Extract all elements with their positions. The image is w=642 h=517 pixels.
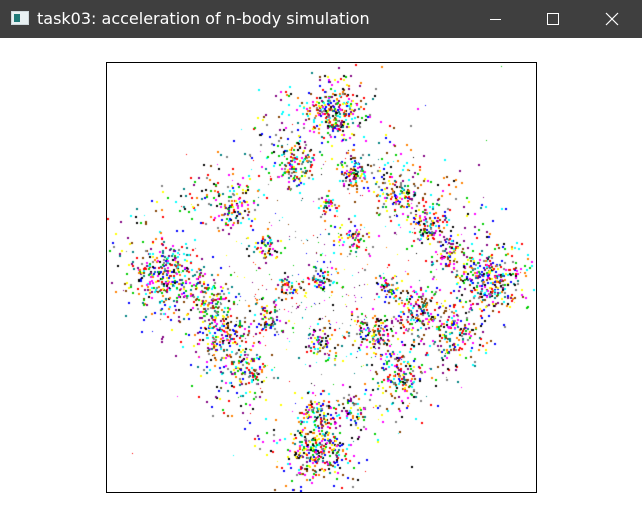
maximize-icon bbox=[547, 13, 559, 25]
window-title: task03: acceleration of n-body simulatio… bbox=[37, 9, 370, 28]
maximize-button[interactable] bbox=[524, 0, 582, 38]
close-button[interactable] bbox=[582, 0, 642, 38]
app-icon-fill bbox=[14, 14, 20, 22]
client-area bbox=[0, 38, 642, 517]
particle-field bbox=[107, 63, 536, 492]
app-icon bbox=[11, 11, 29, 25]
minimize-button[interactable] bbox=[466, 0, 524, 38]
nbody-simulation-canvas[interactable] bbox=[106, 62, 537, 493]
minimize-icon bbox=[490, 19, 501, 20]
close-icon bbox=[605, 12, 619, 26]
title-bar[interactable]: task03: acceleration of n-body simulatio… bbox=[0, 0, 642, 38]
